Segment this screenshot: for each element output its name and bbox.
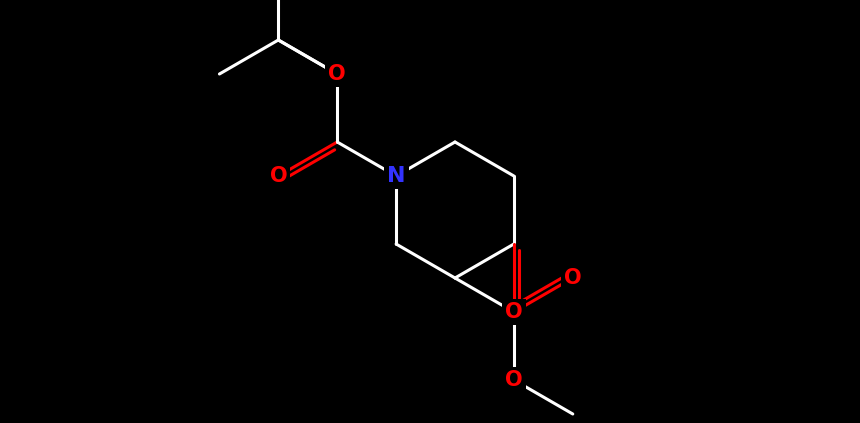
Text: O: O	[564, 268, 581, 288]
Text: O: O	[505, 302, 523, 322]
Text: N: N	[387, 166, 405, 186]
Text: O: O	[505, 370, 523, 390]
Text: O: O	[269, 166, 287, 186]
Text: O: O	[329, 64, 346, 84]
